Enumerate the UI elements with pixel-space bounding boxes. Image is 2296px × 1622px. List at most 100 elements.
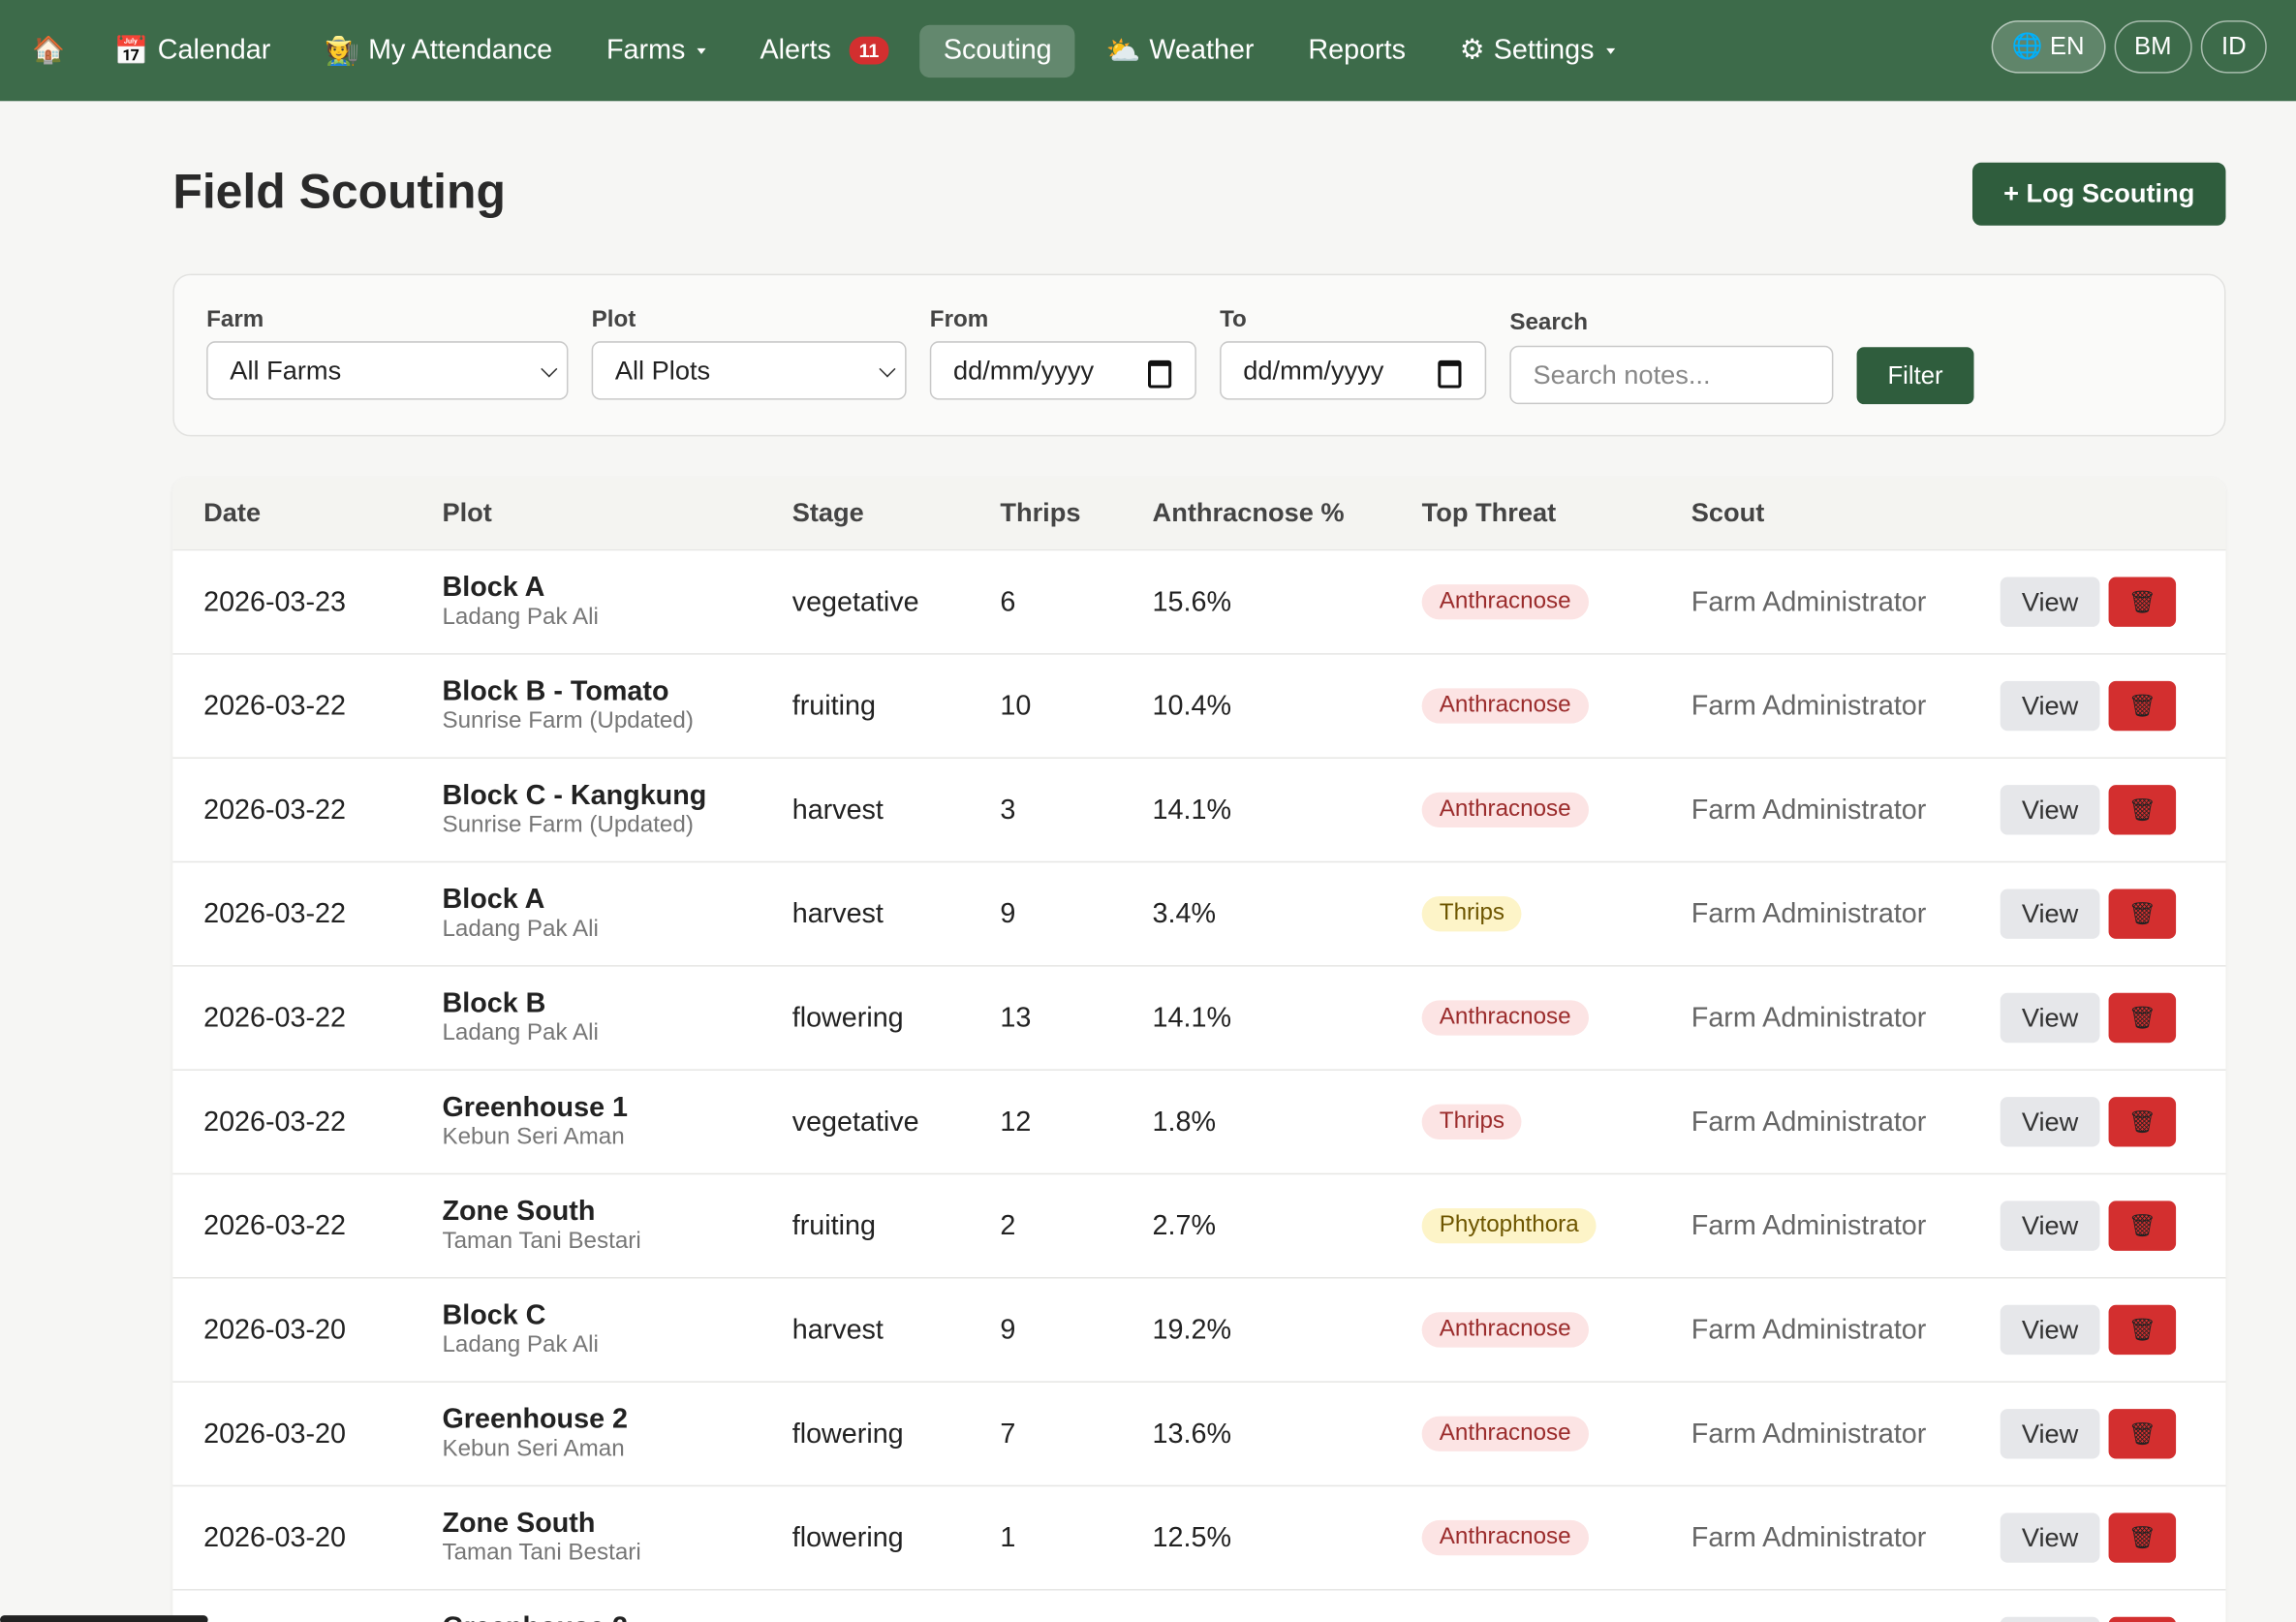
language-icon: 🌐 <box>2011 32 2043 60</box>
filter-button[interactable]: Filter <box>1856 347 1974 405</box>
delete-button[interactable]: 🗑 <box>2108 1201 2177 1251</box>
nav-label: Scouting <box>943 34 1052 66</box>
delete-button[interactable]: 🗑 <box>2108 889 2177 939</box>
anthracnose-percent: 14.1% <box>1152 795 1231 827</box>
search-input[interactable]: Search notes... <box>1509 345 1834 405</box>
language-button[interactable]: BM <box>2113 20 2192 74</box>
thrips-count: 7 <box>1000 1419 1016 1450</box>
date: 2026-03-22 <box>203 899 347 930</box>
stage: harvest <box>791 1315 884 1347</box>
thrips-count: 3 <box>1000 795 1016 827</box>
scout-name: Farm Administrator <box>1691 691 1927 723</box>
page-title: Field Scouting <box>172 164 506 219</box>
delete-button[interactable]: 🗑 <box>2108 1304 2177 1356</box>
farm-select[interactable]: All Farms <box>206 341 569 400</box>
nav-link[interactable]: Alerts 11 <box>736 24 913 77</box>
anthracnose-percent: 12.5% <box>1152 1522 1231 1554</box>
date-value: dd/mm/yyyy <box>952 355 1095 385</box>
delete-button[interactable]: 🗑 <box>2108 992 2177 1044</box>
column-header: Stage <box>791 497 864 528</box>
plot-name: Greenhouse 2 <box>442 1612 628 1622</box>
view-button[interactable]: View <box>2000 1201 2100 1251</box>
table-row: 2026-03-20 Block C Ladang Pak Ali harvest 9 1… <box>172 1279 2226 1383</box>
farm-name: Ladang Pak Ali <box>442 1332 599 1358</box>
view-button[interactable]: View <box>2000 992 2100 1044</box>
view-button[interactable]: View <box>2000 680 2100 732</box>
date: 2026-03-20 <box>203 1419 347 1450</box>
stage: fruiting <box>791 691 876 723</box>
farm-name: Ladang Pak Ali <box>442 1020 599 1046</box>
delete-button[interactable]: 🗑 <box>2108 1409 2177 1459</box>
language-label: BM <box>2134 32 2172 60</box>
threat-badge: Thrips <box>1421 896 1523 932</box>
table-row: 2026-03-22 Block B - Tomato Sunrise Farm (… <box>172 655 2226 759</box>
view-button[interactable]: View <box>2000 1304 2100 1356</box>
scout-name: Farm Administrator <box>1691 1315 1927 1347</box>
nav-link[interactable]: Reports <box>1285 24 1429 77</box>
view-button[interactable]: View <box>2000 1409 2100 1459</box>
thrips-count: 1 <box>1000 1522 1016 1554</box>
anthracnose-percent: 19.2% <box>1152 1315 1231 1347</box>
view-button[interactable]: View <box>2000 889 2100 939</box>
nav-label: Settings <box>1493 34 1595 66</box>
language-button[interactable]: ID <box>2200 20 2267 74</box>
table-row: 2026-03-20 Zone South Taman Tani Bestari fl… <box>172 1486 2226 1591</box>
view-button[interactable]: View <box>2000 1097 2100 1147</box>
nav-link[interactable]: ⛅ Weather <box>1082 22 1277 78</box>
nav-link[interactable]: ⚙ Settings <box>1437 23 1638 78</box>
scouting-table: Date Plot Stage Thrips Anthracnose % Top Thre… <box>172 477 2226 1622</box>
delete-button[interactable]: 🗑 <box>2108 1513 2177 1563</box>
log-scouting-button[interactable]: + Log Scouting <box>1971 162 2226 226</box>
delete-button[interactable]: 🗑 <box>2108 680 2177 732</box>
delete-button[interactable]: 🗑 <box>2108 1097 2177 1147</box>
alert-badge: 11 <box>849 36 889 65</box>
nav-icon: 🧑‍🌾 <box>325 36 360 67</box>
farm-name: Sunrise Farm (Updated) <box>442 812 694 838</box>
home-link[interactable]: 🏠 <box>32 35 66 65</box>
scout-name: Farm Administrator <box>1691 1003 1927 1035</box>
view-button[interactable]: View <box>2000 577 2100 627</box>
nav-icon: ⛅ <box>1105 36 1141 67</box>
threat-badge: Anthracnose <box>1421 1519 1589 1556</box>
thrips-count: 13 <box>1000 1003 1032 1035</box>
nav-link[interactable]: 🧑‍🌾 My Attendance <box>301 22 575 78</box>
nav-label: Weather <box>1149 34 1255 66</box>
view-button[interactable]: View <box>2000 1616 2100 1622</box>
date: 2026-03-20 <box>203 1315 347 1347</box>
nav-label: My Attendance <box>368 34 553 66</box>
plot-select[interactable]: All Plots <box>591 341 907 400</box>
nav-link[interactable]: Scouting <box>919 23 1075 78</box>
anthracnose-percent: 14.1% <box>1152 1003 1231 1035</box>
delete-button[interactable]: 🗑 <box>2108 785 2177 835</box>
language-button[interactable]: 🌐 EN <box>1991 20 2105 74</box>
column-header: Plot <box>442 497 492 528</box>
table-row: 2026-03-22 Greenhouse 1 Kebun Seri Aman veg… <box>172 1071 2226 1175</box>
threat-badge: Anthracnose <box>1421 688 1589 724</box>
stage: harvest <box>791 899 884 930</box>
column-header: Date <box>203 497 262 528</box>
anthracnose-percent: 15.6% <box>1152 587 1231 618</box>
nav-link[interactable]: Farms <box>583 24 729 77</box>
to-date[interactable]: dd/mm/yyyy <box>1220 341 1487 400</box>
stage: flowering <box>791 1522 904 1554</box>
language-label: EN <box>2049 32 2085 60</box>
placeholder: Search notes... <box>1533 359 1711 390</box>
from-date[interactable]: dd/mm/yyyy <box>929 341 1196 400</box>
view-button[interactable]: View <box>2000 1513 2100 1563</box>
farm-name: Taman Tani Bestari <box>442 1229 641 1254</box>
plot-name: Block C - Kangkung <box>442 780 707 812</box>
plot-name: Block B <box>442 988 546 1020</box>
table-row: 2026-03-22 Block C - Kangkung Sunrise Farm… <box>172 759 2226 863</box>
date-value: dd/mm/yyyy <box>1243 355 1384 385</box>
date: 2026-03-22 <box>203 1003 347 1035</box>
scout-name: Farm Administrator <box>1691 899 1927 930</box>
nav-link[interactable]: 📅 Calendar <box>91 22 295 78</box>
farm-name: Kebun Seri Aman <box>442 1124 625 1150</box>
scrollbar <box>0 1615 208 1622</box>
nav-label: Calendar <box>157 34 271 66</box>
threat-badge: Anthracnose <box>1421 1312 1589 1348</box>
view-button[interactable]: View <box>2000 785 2100 835</box>
delete-button[interactable]: 🗑 <box>2108 577 2177 627</box>
delete-button[interactable]: 🗑 <box>2108 1616 2177 1622</box>
scout-name: Farm Administrator <box>1691 1522 1927 1554</box>
